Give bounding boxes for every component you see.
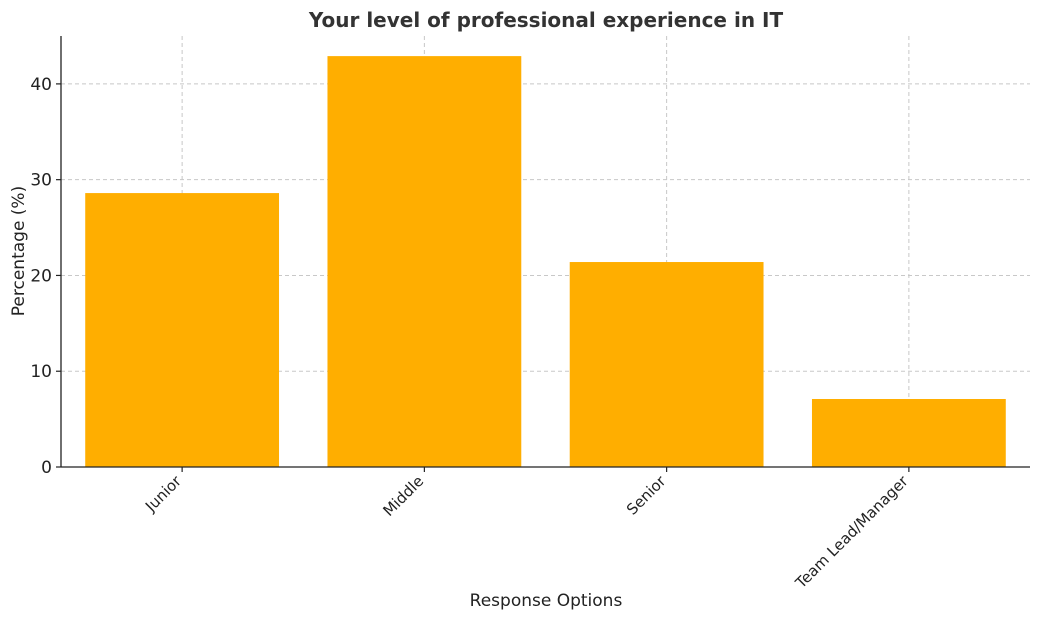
y-tick-label: 10 <box>30 362 52 382</box>
y-tick-label: 20 <box>30 266 52 286</box>
y-tick-label: 0 <box>41 458 52 478</box>
x-tick-label: Junior <box>141 472 185 516</box>
bar-middle <box>327 56 522 467</box>
x-tick-label: Middle <box>379 472 427 520</box>
y-tick-label: 40 <box>30 75 52 95</box>
y-tick-layer: 0 10 20 30 40 <box>30 75 61 478</box>
bar-layer <box>85 56 1006 467</box>
bar-junior <box>85 193 280 467</box>
x-tick-layer: Junior Middle Senior Team Lead/Manager <box>141 467 912 592</box>
chart-title: Your level of professional experience in… <box>308 8 784 32</box>
x-tick-label: Team Lead/Manager <box>791 472 912 593</box>
y-tick-label: 30 <box>30 171 52 191</box>
x-tick-label: Senior <box>623 472 670 519</box>
y-axis-label: Percentage (%) <box>9 186 29 316</box>
x-axis-label: Response Options <box>470 591 623 611</box>
bar-senior <box>569 262 764 467</box>
axis-layer <box>60 36 1030 468</box>
bar-team-lead-manager <box>811 398 1006 467</box>
